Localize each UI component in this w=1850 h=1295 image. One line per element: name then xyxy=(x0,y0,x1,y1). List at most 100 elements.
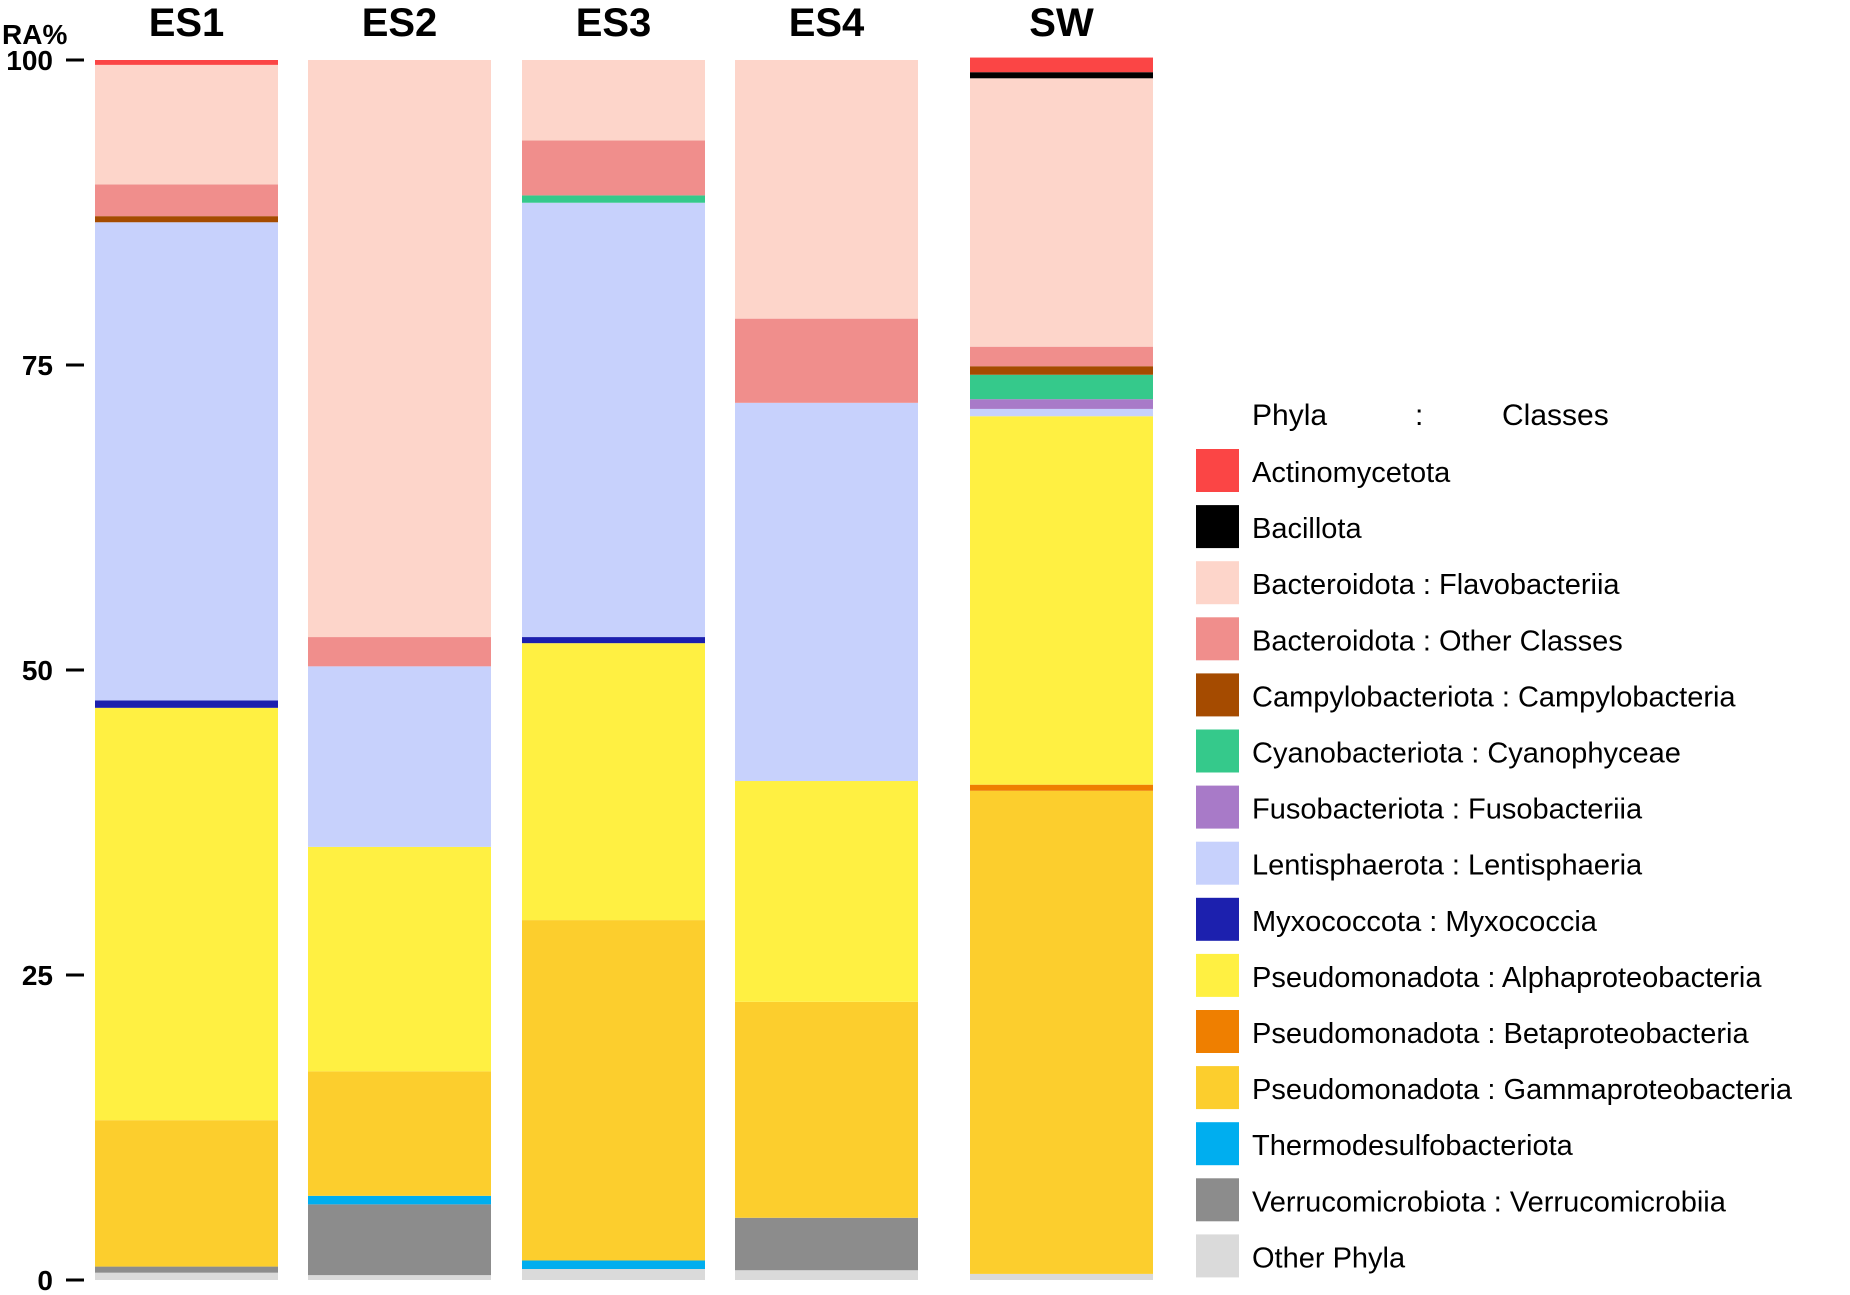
legend-item-myxo: Myxococcota : Myxococcia xyxy=(1196,897,1598,941)
segment-es3-alpha xyxy=(522,643,705,921)
segment-es1-lenti xyxy=(95,222,278,701)
legend-label-bacillota: Bacillota xyxy=(1252,513,1362,545)
legend-label-cyano: Cyanobacteriota : Cyanophyceae xyxy=(1252,738,1681,770)
segment-sw-gamma xyxy=(970,790,1153,1274)
bars xyxy=(95,57,1153,1280)
legend-item-lenti: Lentisphaerota : Lentisphaeria xyxy=(1196,841,1643,885)
legend-swatch-actino xyxy=(1196,449,1239,492)
legend-swatch-verruco xyxy=(1196,1178,1239,1222)
category-label-sw: SW xyxy=(1029,1,1094,45)
legend-item-other: Other Phyla xyxy=(1196,1234,1406,1278)
category-label-es2: ES2 xyxy=(362,1,438,45)
legend-item-verruco: Verrucomicrobiota : Verrucomicrobiia xyxy=(1196,1178,1727,1222)
segment-es4-verruco xyxy=(735,1217,918,1271)
legend-item-gamma: Pseudomonadota : Gammaproteobacteria xyxy=(1196,1066,1793,1110)
legend-label-flavo: Bacteroidota : Flavobacteriia xyxy=(1252,569,1620,601)
legend-swatch-alpha xyxy=(1196,953,1239,997)
segment-es3-thermo xyxy=(522,1260,705,1270)
segment-es4-gamma xyxy=(735,1001,918,1218)
legend-swatch-other xyxy=(1196,1234,1239,1278)
segment-es3-cyano xyxy=(522,195,705,203)
legend-label-gamma: Pseudomonadota : Gammaproteobacteria xyxy=(1252,1074,1793,1106)
legend-label-bact_other: Bacteroidota : Other Classes xyxy=(1252,625,1623,657)
segment-es2-alpha xyxy=(308,846,491,1072)
segment-es2-thermo xyxy=(308,1195,491,1205)
segment-es4-bact_other xyxy=(735,318,918,403)
segment-es3-bact_other xyxy=(522,140,705,196)
segment-es2-verruco xyxy=(308,1204,491,1276)
segment-es2-bact_other xyxy=(308,637,491,667)
legend-swatch-thermo xyxy=(1196,1122,1239,1166)
segment-sw-campy xyxy=(970,366,1153,375)
segment-es3-flavo xyxy=(522,60,705,141)
segment-es1-flavo xyxy=(95,64,278,185)
legend-label-lenti: Lentisphaerota : Lentisphaeria xyxy=(1252,850,1643,882)
segment-es3-myxo xyxy=(522,637,705,644)
legend-swatch-beta xyxy=(1196,1010,1239,1053)
y-tick-label-25: 25 xyxy=(22,960,53,991)
segment-sw-actino xyxy=(970,57,1153,73)
legend-label-beta: Pseudomonadota : Betaproteobacteria xyxy=(1252,1018,1749,1050)
segment-es3-other xyxy=(522,1269,705,1280)
y-tick-label-100: 100 xyxy=(6,45,53,76)
legend-label-thermo: Thermodesulfobacteriota xyxy=(1252,1130,1574,1162)
segment-sw-fuso xyxy=(970,399,1153,409)
bar-es4 xyxy=(735,60,918,1280)
legend-label-verruco: Verrucomicrobiota : Verrucomicrobiia xyxy=(1252,1186,1727,1218)
category-label-es1: ES1 xyxy=(149,1,225,45)
legend-swatch-bacillota xyxy=(1196,505,1239,549)
segment-sw-other xyxy=(970,1273,1153,1280)
segment-sw-alpha xyxy=(970,416,1153,785)
segment-es3-lenti xyxy=(522,202,705,638)
legend-label-campy: Campylobacteriota : Campylobacteria xyxy=(1252,681,1736,713)
segment-es1-campy xyxy=(95,216,278,223)
y-axis: 0 25 50 75 100 xyxy=(6,45,84,1295)
segment-sw-cyano xyxy=(970,374,1153,400)
legend-swatch-bact_other xyxy=(1196,617,1239,661)
segment-sw-beta xyxy=(970,784,1153,791)
legend-item-thermo: Thermodesulfobacteriota xyxy=(1196,1122,1574,1166)
category-labels: ES1 ES2 ES3 ES4 SW xyxy=(149,1,1094,45)
legend-item-actino: Actinomycetota xyxy=(1196,449,1451,492)
legend-label-actino: Actinomycetota xyxy=(1252,457,1451,489)
segment-sw-bact_other xyxy=(970,346,1153,367)
segment-es4-flavo xyxy=(735,60,918,319)
legend: Phyla : Classes Actinomycetota Bacillota B… xyxy=(1196,399,1793,1278)
legend-label-fuso: Fusobacteriota : Fusobacteriia xyxy=(1252,794,1643,826)
legend-item-fuso: Fusobacteriota : Fusobacteriia xyxy=(1196,785,1643,829)
segment-es2-flavo xyxy=(308,60,491,638)
bar-es1 xyxy=(95,60,278,1280)
legend-swatch-cyano xyxy=(1196,729,1239,773)
legend-swatch-campy xyxy=(1196,673,1239,717)
segment-es1-gamma xyxy=(95,1120,278,1267)
segment-sw-bacillota xyxy=(970,72,1153,79)
segment-es1-actino xyxy=(95,60,278,65)
legend-swatch-lenti xyxy=(1196,841,1239,885)
segment-es4-other xyxy=(735,1270,918,1280)
segment-es2-lenti xyxy=(308,666,491,847)
y-tick-label-0: 0 xyxy=(37,1265,53,1295)
segment-sw-lenti xyxy=(970,408,1153,417)
segment-es1-bact_other xyxy=(95,184,278,217)
bar-sw xyxy=(970,57,1153,1280)
legend-header-sep: : xyxy=(1415,399,1423,432)
bar-es2 xyxy=(308,60,491,1280)
legend-item-bacillota: Bacillota xyxy=(1196,505,1362,549)
legend-item-bact_other: Bacteroidota : Other Classes xyxy=(1196,617,1623,661)
legend-header-classes: Classes xyxy=(1502,399,1609,432)
legend-swatch-myxo xyxy=(1196,897,1239,941)
segment-es1-alpha xyxy=(95,707,278,1121)
legend-swatch-gamma xyxy=(1196,1066,1239,1110)
category-label-es4: ES4 xyxy=(789,1,865,45)
segment-sw-flavo xyxy=(970,78,1153,347)
segment-es4-alpha xyxy=(735,781,918,1002)
legend-item-alpha: Pseudomonadota : Alphaproteobacteria xyxy=(1196,953,1762,997)
segment-es1-verruco xyxy=(95,1266,278,1273)
legend-item-beta: Pseudomonadota : Betaproteobacteria xyxy=(1196,1010,1749,1053)
segment-es4-lenti xyxy=(735,402,918,782)
segment-es2-other xyxy=(308,1275,491,1280)
segment-es3-gamma xyxy=(522,920,705,1261)
category-label-es3: ES3 xyxy=(576,1,652,45)
segment-es1-myxo xyxy=(95,700,278,708)
